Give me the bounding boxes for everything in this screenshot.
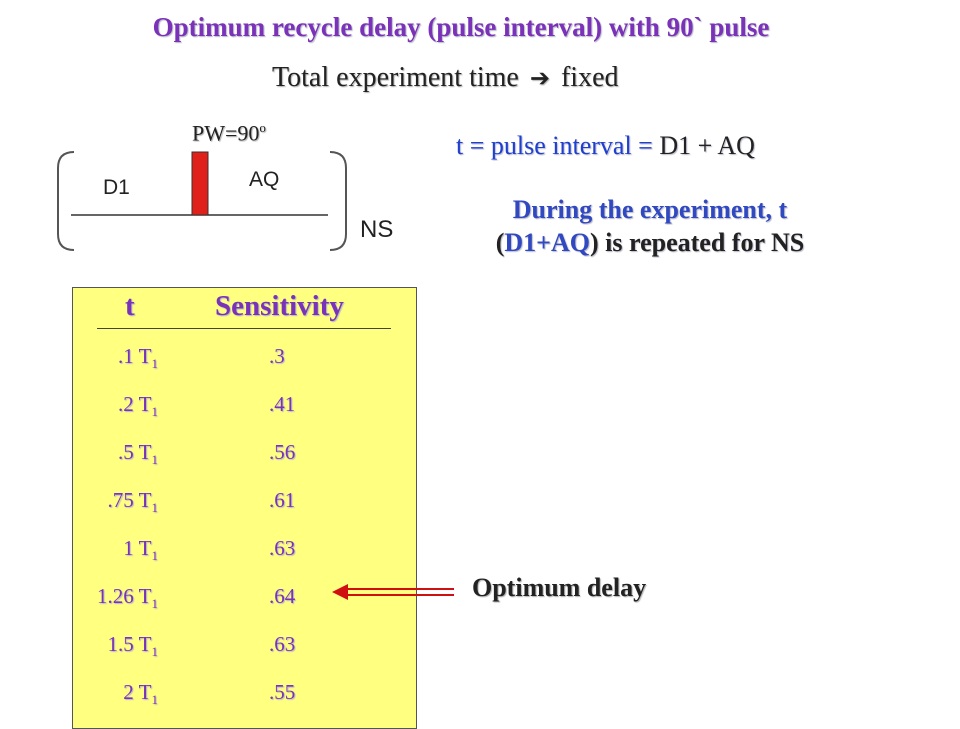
ns-label: NS xyxy=(360,216,394,243)
repetition-note-expr: D1+AQ xyxy=(504,228,590,257)
formula-rhs: D1 + AQ xyxy=(659,131,755,160)
pulse-width-label: PW=90o xyxy=(192,120,266,146)
optimum-delay-label: Optimum delay xyxy=(472,573,647,602)
subtitle: Total experiment time ➔ fixed xyxy=(272,62,619,94)
interval-cell: 2 T1 xyxy=(123,680,158,708)
column-header-t: t xyxy=(125,290,135,322)
interval-cell: .5 T1 xyxy=(118,440,158,468)
left-bracket xyxy=(57,151,75,251)
interval-cell: .2 T1 xyxy=(118,392,158,420)
table-row: 1 T1 .63 xyxy=(73,536,416,566)
table-row: .5 T1 .56 xyxy=(73,440,416,470)
sensitivity-cell: .63 xyxy=(269,632,296,656)
table-row: .75 T1 .61 xyxy=(73,488,416,518)
pulse-interval-formula: t = pulse interval = D1 + AQ xyxy=(456,131,755,161)
optimum-pointer-arrow xyxy=(332,584,454,600)
right-bracket xyxy=(329,151,347,251)
sensitivity-cell: .64 xyxy=(269,584,296,608)
formula-lhs: t = pulse interval = xyxy=(456,131,653,160)
column-header-sensitivity: Sensitivity xyxy=(215,290,344,322)
degree-mark: o xyxy=(259,120,266,135)
table-row: .1 T1 .3 xyxy=(73,344,416,374)
repetition-note-line2: is repeated for NS xyxy=(605,228,805,257)
d1-label: D1 xyxy=(103,176,130,199)
table-row: .2 T1 .41 xyxy=(73,392,416,422)
sensitivity-cell: .55 xyxy=(269,680,296,704)
sensitivity-cell: .41 xyxy=(269,392,296,416)
subtitle-suffix: fixed xyxy=(560,62,619,93)
aq-label: AQ xyxy=(249,168,280,191)
repetition-note-line1: During the experiment, xyxy=(512,195,773,224)
pulse-bar xyxy=(191,151,209,216)
interval-cell: .1 T1 xyxy=(118,344,158,372)
repetition-note-t: t xyxy=(778,195,788,224)
sensitivity-cell: .3 xyxy=(269,344,285,368)
sensitivity-cell: .63 xyxy=(269,536,296,560)
pulse-sequence-svg xyxy=(57,151,347,251)
header-divider xyxy=(97,328,391,329)
slide-title: Optimum recycle delay (pulse interval) w… xyxy=(152,12,770,42)
repetition-note: During the experiment, t (D1+AQ) is repe… xyxy=(495,195,805,257)
pulse-sequence-diagram: PW=90o D1 AQ NS xyxy=(40,118,420,268)
sensitivity-table: t Sensitivity .1 T1 .3 .2 T1 .41 .5 T1 .56 .75… xyxy=(72,287,417,729)
table-row: 1.5 T1 .63 xyxy=(73,632,416,662)
interval-cell: 1.5 T1 xyxy=(107,632,158,660)
subtitle-text: Total experiment time xyxy=(272,62,519,93)
table-row: 2 T1 .55 xyxy=(73,680,416,710)
interval-cell: 1 T1 xyxy=(123,536,158,564)
interval-cell: 1.26 T1 xyxy=(97,584,158,612)
sensitivity-cell: .56 xyxy=(269,440,296,464)
sensitivity-cell: .61 xyxy=(269,488,296,512)
right-arrow-icon: ➔ xyxy=(529,66,550,92)
interval-cell: .75 T1 xyxy=(107,488,158,516)
table-row: 1.26 T1 .64 xyxy=(73,584,416,614)
